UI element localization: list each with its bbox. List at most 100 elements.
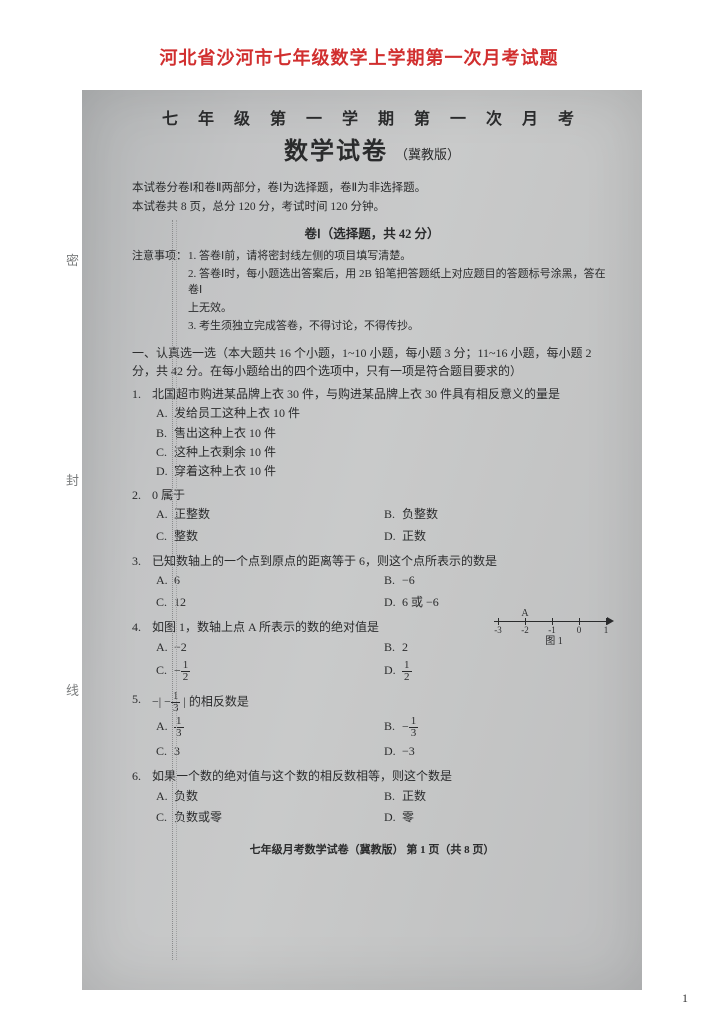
question-stem: 如图 1，数轴上点 A 所表示的数的绝对值是 — [152, 619, 379, 636]
option-text: 整数 — [174, 529, 198, 543]
axis-tick-label: 1 — [604, 625, 609, 635]
option-letter: D. — [384, 662, 402, 679]
question-stem: 如果一个数的绝对值与这个数的相反数相等，则这个数是 — [152, 768, 452, 785]
option-text: 2 — [402, 640, 408, 654]
axis-tick-label: -3 — [494, 625, 502, 635]
option-text: 负整数 — [402, 507, 438, 521]
info-line: 本试卷共 8 页，总分 120 分，考试时间 120 分钟。 — [132, 199, 612, 216]
option-text: 正整数 — [174, 507, 210, 521]
notice-label: 注意事项： — [132, 249, 188, 265]
option-text: 正数 — [402, 789, 426, 803]
axis-tick — [606, 618, 607, 625]
option: A.发给员工这种上衣 10 件 — [156, 405, 612, 422]
option: D.6 或 −6 — [384, 594, 612, 611]
option-letter: B. — [384, 506, 402, 523]
section-1: 一、认真选一选（本大题共 16 个小题，1~10 小题，每小题 3 分；11~1… — [132, 345, 612, 828]
notice-item: 上无效。 — [188, 301, 232, 317]
doc-title: 河北省沙河市七年级数学上学期第一次月考试题 — [0, 0, 718, 70]
option: D.零 — [384, 809, 612, 826]
option: C.−12 — [156, 660, 384, 683]
seal-char-3: 线 — [66, 680, 79, 699]
option-text: −6 — [402, 573, 415, 587]
question: 1.北国超市购进某品牌上衣 30 件，与购进某品牌上衣 30 件具有相反意义的量… — [132, 386, 612, 481]
axis-tick — [552, 618, 553, 625]
option: A.负数 — [156, 788, 384, 805]
axis-tick — [579, 618, 580, 625]
option-text: −13 — [402, 719, 418, 733]
question-number: 4. — [132, 619, 152, 636]
option-letter: B. — [384, 572, 402, 589]
seal-char-2: 封 — [66, 470, 79, 489]
option-text: 穿着这种上衣 10 件 — [174, 464, 276, 478]
option: A.正整数 — [156, 506, 384, 523]
scan-page: 七 年 级 第 一 学 期 第 一 次 月 考 数学试卷 （冀教版） 本试卷分卷… — [82, 90, 642, 990]
question-number: 3. — [132, 553, 152, 570]
option: C.12 — [156, 594, 384, 611]
axis-tick-label: 0 — [577, 625, 582, 635]
option: D.穿着这种上衣 10 件 — [156, 463, 612, 480]
page-number: 1 — [682, 991, 688, 1006]
option: B.正数 — [384, 788, 612, 805]
option: D.正数 — [384, 528, 612, 545]
option-text: 6 或 −6 — [402, 595, 439, 609]
fold-dots-2 — [176, 220, 177, 960]
axis-tick-label: -1 — [548, 625, 556, 635]
point-a-label: A — [521, 608, 528, 619]
seal-char-1: 密 — [66, 250, 79, 269]
notice-item: 2. 答卷Ⅰ时，每小题选出答案后，用 2B 铅笔把答题纸上对应题目的答题标号涂黑… — [188, 267, 612, 299]
exam-header-sub: （冀教版） — [395, 147, 460, 162]
exam-header-big: 数学试卷 — [284, 139, 388, 165]
option-text: −3 — [402, 744, 415, 758]
question-stem: 已知数轴上的一个点到原点的距离等于 6，则这个点所表示的数是 — [152, 553, 497, 570]
option: C.这种上衣剩余 10 件 — [156, 444, 612, 461]
figure-1: -3-2-101A 图 1 — [494, 610, 614, 647]
scan-footer: 七年级月考数学试卷（冀教版） 第 1 页（共 8 页） — [132, 843, 612, 859]
axis-arrow-icon — [607, 617, 614, 625]
option: A.13 — [156, 716, 384, 739]
axis-tick — [525, 618, 526, 625]
question: 6.如果一个数的绝对值与这个数的相反数相等，则这个数是A.负数B.正数C.负数或… — [132, 768, 612, 828]
axis-tick — [498, 618, 499, 625]
question-number: 2. — [132, 487, 152, 504]
option: A.6 — [156, 572, 384, 589]
option-letter: B. — [384, 788, 402, 805]
option: B.−6 — [384, 572, 612, 589]
question: 5.−| −13 | 的相反数是A.13B.−13C.3D.−3 — [132, 691, 612, 762]
option-letter: D. — [384, 528, 402, 545]
option: B.售出这种上衣 10 件 — [156, 425, 612, 442]
question-number: 6. — [132, 768, 152, 785]
option-letter: B. — [384, 718, 402, 735]
option-text: 零 — [402, 810, 414, 824]
question: 2.0 属于A.正整数B.负整数C.整数D.正数 — [132, 487, 612, 547]
axis-tick-label: -2 — [521, 625, 529, 635]
notice-block: 注意事项： 1. 答卷Ⅰ前，请将密封线左侧的项目填写清楚。 2. 答卷Ⅰ时，每小… — [132, 249, 612, 335]
option-text: 负数 — [174, 789, 198, 803]
option: A.−2 — [156, 639, 384, 656]
option-letter: D. — [384, 809, 402, 826]
axis-line — [494, 621, 608, 622]
option: C.3 — [156, 743, 384, 760]
option: B.负整数 — [384, 506, 612, 523]
exam-header-line1: 七 年 级 第 一 学 期 第 一 次 月 考 — [132, 108, 612, 131]
question-stem: −| −13 | 的相反数是 — [152, 691, 249, 714]
option: D.12 — [384, 660, 612, 683]
option: B.−13 — [384, 716, 612, 739]
option-text: 售出这种上衣 10 件 — [174, 426, 276, 440]
option-letter: D. — [384, 743, 402, 760]
info-line: 本试卷分卷Ⅰ和卷Ⅱ两部分，卷Ⅰ为选择题，卷Ⅱ为非选择题。 — [132, 180, 612, 197]
section-1-title: 一、认真选一选（本大题共 16 个小题，1~10 小题，每小题 3 分；11~1… — [132, 345, 612, 380]
option-text: 6 — [174, 573, 180, 587]
option-letter: B. — [384, 639, 402, 656]
question: 3.已知数轴上的一个点到原点的距离等于 6，则这个点所表示的数是A.6B.−6C… — [132, 553, 612, 613]
notice-item: 3. 考生须独立完成答卷，不得讨论，不得传抄。 — [188, 319, 419, 335]
option-text: 这种上衣剩余 10 件 — [174, 445, 276, 459]
option: C.负数或零 — [156, 809, 384, 826]
option-text: 3 — [174, 744, 180, 758]
option-letter: D. — [384, 594, 402, 611]
option-text: 发给员工这种上衣 10 件 — [174, 406, 300, 420]
exam-info: 本试卷分卷Ⅰ和卷Ⅱ两部分，卷Ⅰ为选择题，卷Ⅱ为非选择题。 本试卷共 8 页，总分… — [132, 180, 612, 215]
part1-title: 卷Ⅰ（选择题，共 42 分） — [132, 225, 612, 243]
question-stem: 0 属于 — [152, 487, 185, 504]
option-text: 12 — [402, 663, 412, 677]
question-number: 1. — [132, 386, 152, 403]
